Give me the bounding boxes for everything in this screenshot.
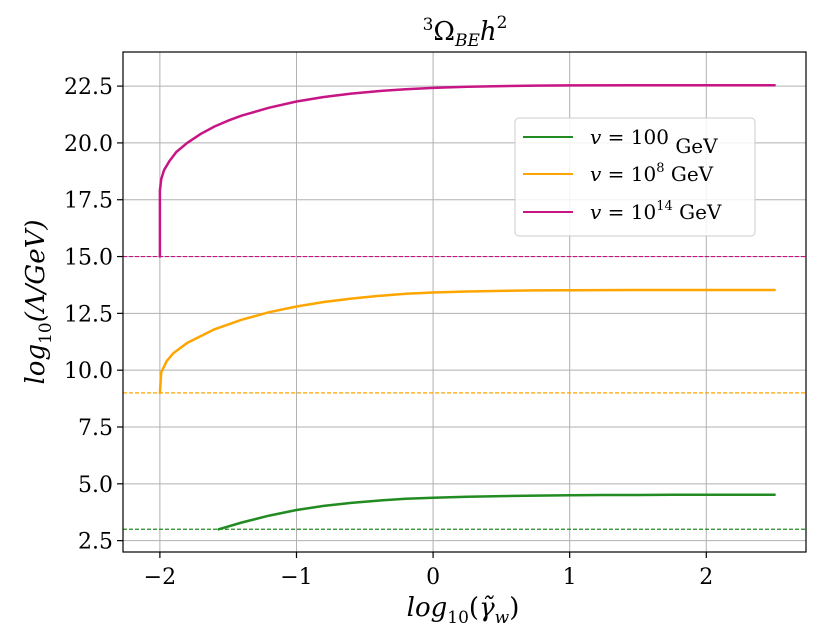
series [158, 83, 776, 531]
y-axis-label: log10(Λ/GeV) [21, 219, 56, 384]
plot-frame [122, 51, 807, 553]
y-tick-label: 12.5 [64, 302, 113, 327]
series-line-0 [217, 493, 776, 531]
baselines [123, 255, 806, 530]
y-tick-label: 5.0 [78, 473, 113, 498]
legend-box [514, 117, 756, 237]
x-ticks: −2 −1 0 1 2 [144, 552, 713, 590]
y-tick-label: 2.5 [78, 530, 113, 555]
x-tick-label: 2 [699, 565, 713, 590]
legend: v = 100 GeV v = 108 GeV v = 1014 GeV [514, 117, 756, 237]
y-ticks: 2.5 5.0 7.5 10.0 12.5 15.0 17.5 20.0 22.5 [64, 75, 123, 555]
legend-entry-100gev: v = 100 GeV [523, 125, 718, 158]
chart-title: 3ΩBEh2 [423, 13, 508, 51]
series-line-2 [158, 83, 776, 258]
legend-label-100gev: v = 100 GeV [590, 125, 718, 158]
x-tick-label: 0 [426, 565, 440, 590]
legend-entry-1e14gev: v = 1014 GeV [523, 199, 722, 224]
y-tick-label: 15.0 [64, 246, 113, 271]
legend-label-1e14gev: v = 1014 GeV [590, 199, 722, 224]
series-line-1 [158, 288, 776, 395]
y-tick-label: 17.5 [64, 189, 113, 214]
x-tick-label: −1 [280, 565, 312, 590]
y-tick-label: 7.5 [78, 416, 113, 441]
x-tick-label: −2 [144, 565, 176, 590]
x-axis-label: log10(γ̃w) [407, 593, 520, 628]
legend-entry-1e8gev: v = 108 GeV [523, 161, 714, 186]
y-tick-label: 22.5 [64, 75, 113, 100]
y-tick-label: 10.0 [64, 359, 113, 384]
y-tick-label: 20.0 [64, 132, 113, 157]
x-tick-label: 1 [563, 565, 577, 590]
legend-label-1e8gev: v = 108 GeV [590, 161, 714, 186]
